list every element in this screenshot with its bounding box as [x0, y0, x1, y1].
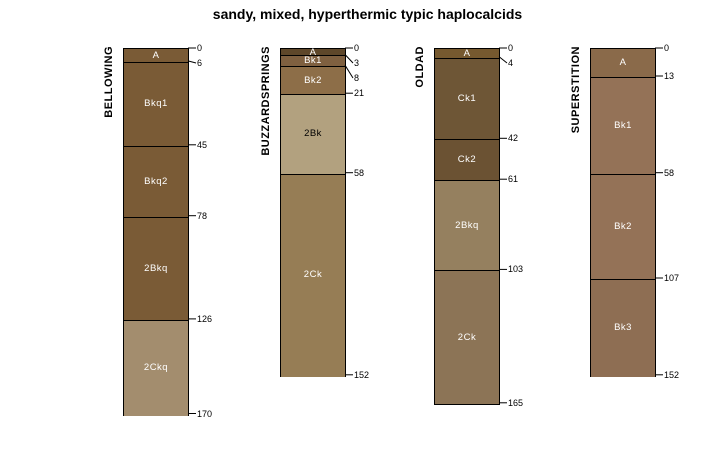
depth-tick-label: 6 [197, 58, 203, 68]
profile-name-label: SUPERSTITION [570, 46, 582, 134]
horizon-band [435, 139, 499, 181]
depth-tick-label: 58 [664, 168, 675, 178]
horizon-band [435, 270, 499, 404]
profile-name-label: BELLOWING [103, 46, 115, 118]
depth-tick-label: 3 [354, 58, 360, 68]
depth-tick-label: 58 [354, 168, 365, 178]
depth-leader-line [498, 56, 508, 64]
horizon-band [435, 58, 499, 141]
horizon-band [124, 320, 188, 416]
horizon-band [124, 62, 188, 147]
horizon-band [591, 49, 655, 77]
depth-tick-label: 21 [354, 88, 365, 98]
profile-column: A Bk1 Bk2 2Bk 2Ck [280, 47, 346, 377]
horizon-band [281, 66, 345, 95]
depth-tick-label: 0 [354, 43, 360, 53]
horizon-band [124, 49, 188, 62]
profile-column: A Bk1 Bk2 Bk3 [590, 48, 656, 377]
horizon-band [124, 146, 188, 218]
depth-tick-label: 8 [354, 73, 360, 83]
horizon-band [435, 49, 499, 58]
depth-tick-label: 170 [197, 409, 213, 419]
depth-tick-label: 165 [508, 398, 524, 408]
horizon-band [124, 217, 188, 321]
depth-leader-line [344, 64, 354, 79]
horizon-band [591, 174, 655, 280]
depth-tick-label: 126 [197, 314, 213, 324]
profile-column: A Ck1 Ck2 2Bkq 2Ck [434, 48, 500, 405]
depth-leader-line [187, 60, 197, 64]
depth-tick-label: 42 [508, 133, 519, 143]
depth-tick-label: 152 [354, 370, 370, 380]
depth-tick-label: 13 [664, 71, 675, 81]
profile-name-label: OLDAD [414, 46, 426, 88]
plot-title: sandy, mixed, hyperthermic typic haploca… [212, 6, 523, 22]
depth-tick-label: 78 [197, 211, 208, 221]
depth-tick-label: 4 [508, 58, 514, 68]
profile-name-label: BUZZARDSPRINGS [260, 46, 272, 156]
horizon-band [591, 77, 655, 175]
depth-tick-label: 45 [197, 140, 208, 150]
depth-tick-label: 61 [508, 174, 519, 184]
depth-tick-label: 107 [664, 273, 680, 283]
horizon-band [281, 55, 345, 67]
depth-tick-label: 0 [508, 43, 514, 53]
depth-tick-label: 152 [664, 370, 680, 380]
depth-tick-label: 0 [197, 43, 203, 53]
profile-column: A Bkq1 Bkq2 2Bkq 2Ckq [123, 48, 189, 416]
depth-tick-label: 0 [664, 43, 670, 53]
horizon-band [591, 279, 655, 377]
depth-leader-line [344, 54, 354, 64]
horizon-band [435, 180, 499, 271]
horizon-band [281, 174, 345, 377]
depth-tick-label: 103 [508, 264, 524, 274]
horizon-band [281, 94, 345, 175]
horizon-band [281, 49, 345, 55]
